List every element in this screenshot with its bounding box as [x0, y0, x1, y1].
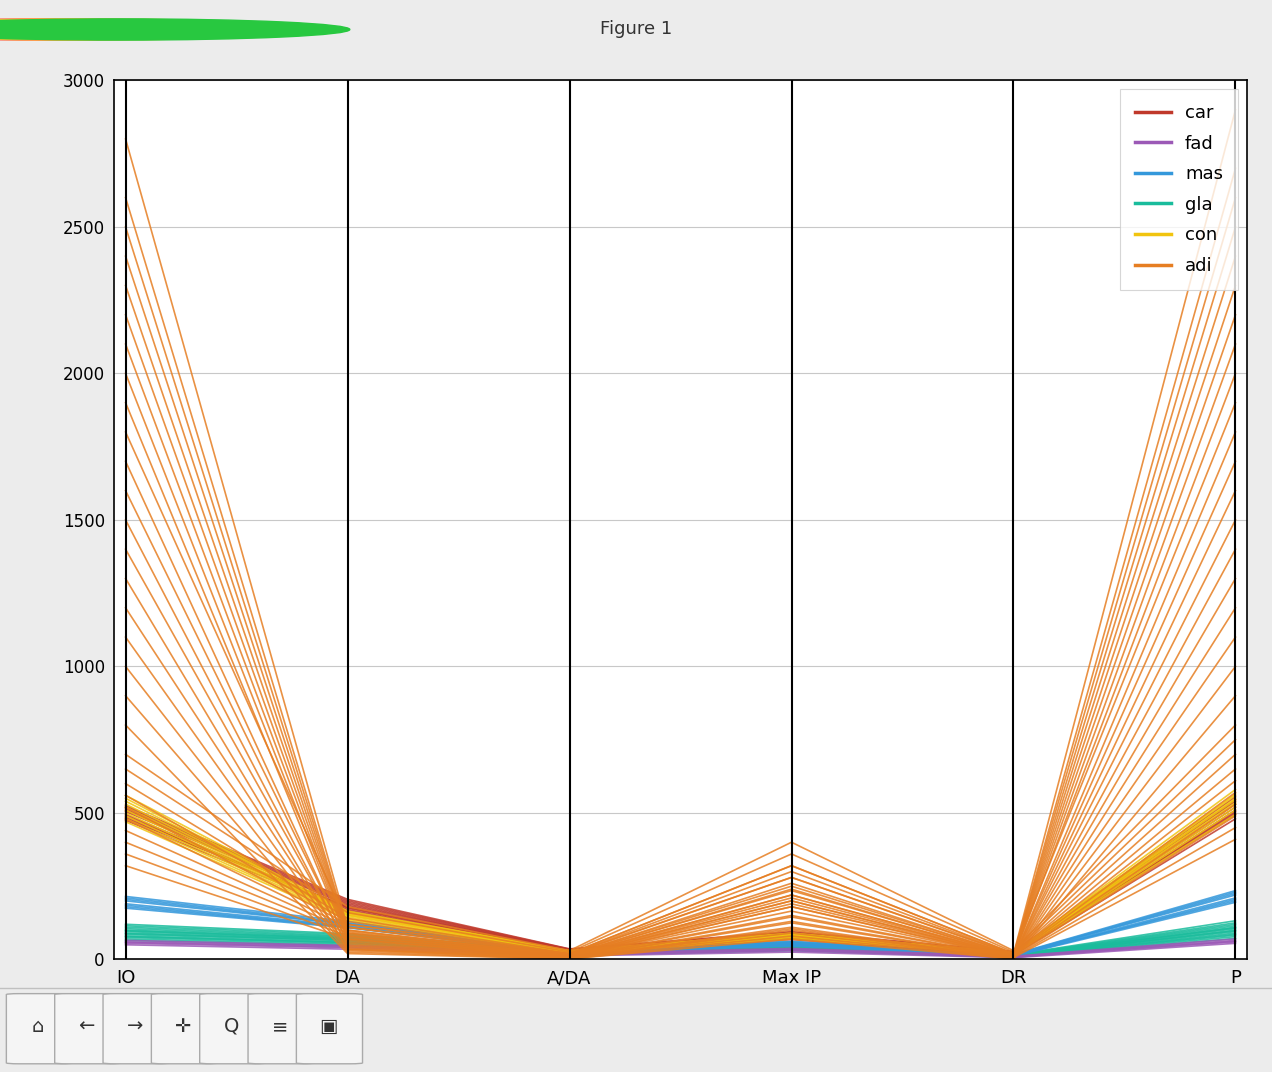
FancyBboxPatch shape	[6, 994, 73, 1063]
Legend: car, fad, mas, gla, con, adi: car, fad, mas, gla, con, adi	[1121, 89, 1238, 289]
Text: ✛: ✛	[176, 1017, 191, 1036]
Text: ▣: ▣	[319, 1017, 337, 1036]
FancyBboxPatch shape	[200, 994, 266, 1063]
FancyBboxPatch shape	[55, 994, 121, 1063]
FancyBboxPatch shape	[296, 994, 363, 1063]
FancyBboxPatch shape	[248, 994, 314, 1063]
Circle shape	[0, 19, 350, 40]
FancyBboxPatch shape	[103, 994, 169, 1063]
FancyBboxPatch shape	[151, 994, 218, 1063]
Text: ⌂: ⌂	[32, 1017, 45, 1036]
Circle shape	[0, 19, 312, 40]
Text: ≡: ≡	[272, 1017, 287, 1036]
Text: Figure 1: Figure 1	[600, 20, 672, 39]
Text: Q: Q	[224, 1017, 239, 1036]
Text: →: →	[127, 1017, 142, 1036]
Text: ←: ←	[79, 1017, 94, 1036]
Circle shape	[0, 19, 273, 40]
